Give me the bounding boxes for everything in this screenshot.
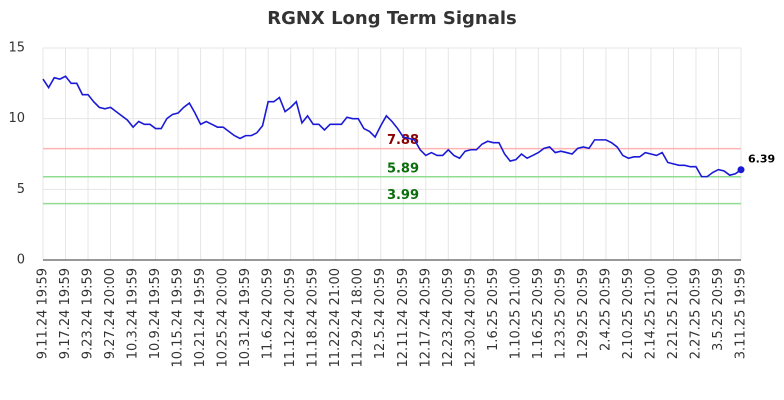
x-tick-label: 2.21.25 21:00 (666, 268, 681, 359)
last-value-label: 6.39 (748, 153, 775, 166)
x-tick-label: 12.30.24 20:59 (463, 268, 478, 368)
y-tick-label: 15 (8, 41, 25, 56)
chart-title: RGNX Long Term Signals (267, 8, 517, 29)
y-tick-label: 0 (17, 253, 25, 268)
last-point (737, 166, 745, 174)
x-tick-label: 1.29.25 20:59 (576, 268, 591, 359)
x-tick-label: 1.16.25 20:59 (531, 268, 546, 359)
x-tick-label: 10.15.24 19:59 (171, 268, 186, 368)
x-tick-label: 2.14.25 21:00 (643, 268, 658, 359)
x-tick-label: 3.11.25 19:59 (734, 268, 749, 359)
x-tick-label: 12.5.24 20:59 (373, 268, 388, 359)
x-tick-label: 9.27.24 20:00 (103, 268, 118, 359)
x-tick-label: 12.23.24 20:59 (441, 268, 456, 368)
x-tick-label: 9.23.24 19:59 (81, 268, 96, 359)
x-tick-label: 11.29.24 18:00 (351, 268, 366, 368)
x-tick-label: 9.11.24 19:59 (36, 268, 51, 359)
x-tick-label: 11.22.24 21:00 (328, 268, 343, 368)
y-tick-label: 5 (17, 182, 25, 197)
x-tick-label: 1.23.25 20:59 (553, 268, 568, 359)
price-line (42, 75, 742, 178)
signal-label: 7.88 (387, 133, 419, 148)
y-tick-label: 10 (8, 111, 25, 126)
signal-label: 3.99 (387, 188, 419, 203)
x-tick-label: 10.21.24 19:59 (193, 268, 208, 368)
x-tick-label: 3.5.25 20:59 (711, 268, 726, 351)
x-tick-label: 12.11.24 20:59 (396, 268, 411, 368)
signal-label: 5.89 (387, 161, 419, 176)
x-tick-label: 11.6.24 20:59 (261, 268, 276, 359)
x-tick-label: 10.3.24 19:59 (126, 268, 141, 359)
x-tick-label: 1.10.25 21:00 (508, 268, 523, 359)
x-tick-label: 2.10.25 20:59 (621, 268, 636, 359)
x-tick-label: 11.12.24 20:59 (283, 268, 298, 368)
x-tick-label: 2.4.25 20:59 (598, 268, 613, 351)
x-tick-label: 10.9.24 19:59 (148, 268, 163, 359)
x-tick-label: 9.17.24 19:59 (58, 268, 73, 359)
x-tick-label: 1.6.25 20:59 (486, 268, 501, 351)
x-tick-label: 10.25.24 20:00 (216, 268, 231, 368)
x-tick-label: 12.17.24 20:59 (418, 268, 433, 368)
x-tick-label: 2.27.25 20:59 (688, 268, 703, 359)
x-tick-label: 10.31.24 19:59 (238, 268, 253, 368)
x-tick-label: 11.18.24 20:59 (306, 268, 321, 368)
